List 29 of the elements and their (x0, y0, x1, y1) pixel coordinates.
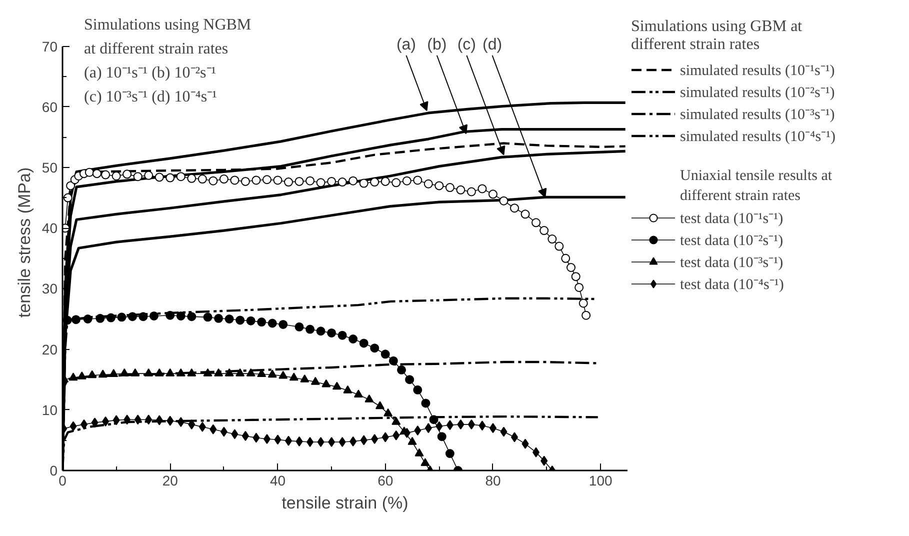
legend-label: simulated results (10⁻¹s⁻¹) (680, 62, 835, 80)
x-tick-label: 80 (485, 472, 501, 488)
y-tick-label: 50 (42, 160, 58, 176)
y-tick-label: 20 (42, 341, 58, 358)
y-tick-label: 30 (42, 280, 58, 297)
y-tick-label: 0 (50, 462, 58, 478)
x-tick-label: 20 (162, 472, 178, 488)
legend-label: test data (10⁻²s⁻¹) (680, 232, 784, 250)
legend-label: simulated results (10⁻²s⁻¹) (680, 84, 835, 102)
x-tick-label: 60 (378, 472, 394, 488)
legend-label: test data (10⁻⁴s⁻¹) (680, 276, 784, 294)
y-tick-label: 60 (42, 98, 58, 115)
y-axis-title: tensile stress (MPa) (14, 167, 34, 318)
annotation: (d) (482, 36, 502, 54)
annotation: (a) (396, 36, 416, 54)
legend-label: test data (10⁻¹s⁻¹) (680, 210, 784, 228)
legend-label: simulated results (10⁻³s⁻¹) (680, 106, 835, 124)
annotation: (b) (427, 36, 447, 54)
text: Simulations using GBM at different strain rates (631, 18, 804, 54)
y-tick-label: 40 (42, 220, 58, 236)
annotation: (c) (457, 36, 476, 54)
annotation: Simulations using NGBM at different strain rates (a) 10⁻¹s⁻¹ (b) 10⁻²s⁻¹ (c) 10⁻³s⁻¹ (d) 10⁻⁴s⁻¹ (84, 16, 252, 106)
x-tick-label: 40 (270, 472, 286, 488)
x-axis-title: tensile strain (%) (282, 494, 408, 512)
x-tick-label: 100 (588, 472, 612, 488)
legend-label: simulated results (10⁻⁴s⁻¹) (680, 128, 836, 146)
legend-label: test data (10⁻³s⁻¹) (680, 254, 784, 272)
y-tick-label: 10 (42, 402, 58, 418)
y-tick-label: 70 (42, 38, 58, 54)
